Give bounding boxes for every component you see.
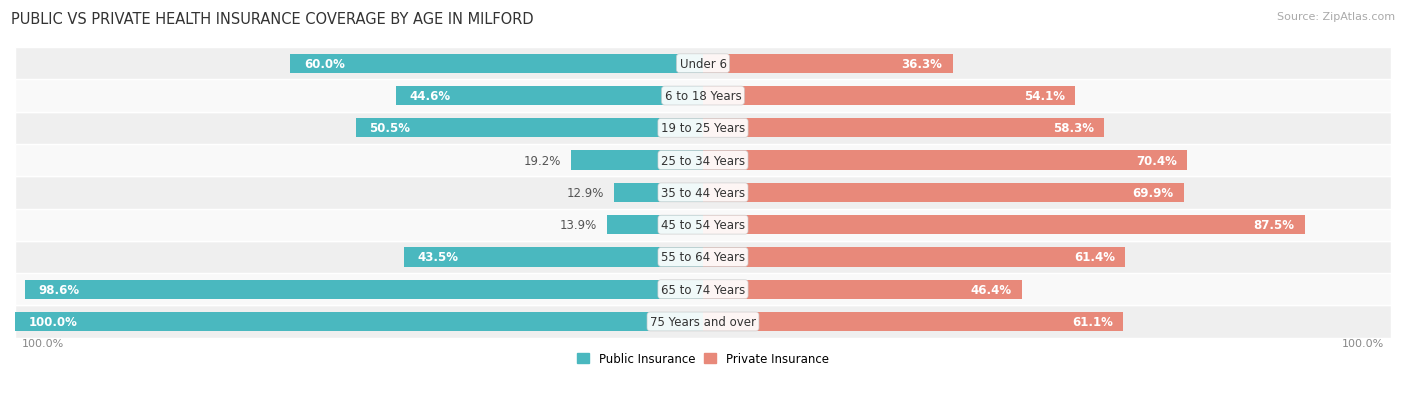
- Bar: [15, 112, 1391, 145]
- Text: 50.5%: 50.5%: [370, 122, 411, 135]
- Bar: [703, 312, 1123, 331]
- Text: 43.5%: 43.5%: [418, 251, 458, 264]
- Text: 44.6%: 44.6%: [411, 90, 451, 103]
- Text: 58.3%: 58.3%: [1053, 122, 1094, 135]
- Text: 13.9%: 13.9%: [560, 218, 598, 232]
- Text: 100.0%: 100.0%: [28, 315, 77, 328]
- Bar: [15, 145, 1391, 177]
- Bar: [703, 216, 1305, 235]
- Text: 70.4%: 70.4%: [1136, 154, 1177, 167]
- Bar: [614, 183, 703, 202]
- Text: 65 to 74 Years: 65 to 74 Years: [661, 283, 745, 296]
- Text: 61.1%: 61.1%: [1073, 315, 1114, 328]
- Text: 55 to 64 Years: 55 to 64 Years: [661, 251, 745, 264]
- Text: 98.6%: 98.6%: [38, 283, 80, 296]
- Text: 45 to 54 Years: 45 to 54 Years: [661, 218, 745, 232]
- Bar: [703, 87, 1076, 106]
- Bar: [703, 280, 1022, 299]
- Text: 100.0%: 100.0%: [1341, 338, 1384, 348]
- Bar: [15, 80, 1391, 112]
- Bar: [703, 55, 953, 74]
- Text: PUBLIC VS PRIVATE HEALTH INSURANCE COVERAGE BY AGE IN MILFORD: PUBLIC VS PRIVATE HEALTH INSURANCE COVER…: [11, 12, 534, 27]
- Bar: [290, 55, 703, 74]
- Bar: [15, 306, 1391, 338]
- Text: 46.4%: 46.4%: [970, 283, 1012, 296]
- Text: 75 Years and over: 75 Years and over: [650, 315, 756, 328]
- Text: 36.3%: 36.3%: [901, 58, 942, 71]
- Bar: [356, 119, 703, 138]
- Text: 54.1%: 54.1%: [1024, 90, 1064, 103]
- Text: 35 to 44 Years: 35 to 44 Years: [661, 186, 745, 199]
- Text: Source: ZipAtlas.com: Source: ZipAtlas.com: [1277, 12, 1395, 22]
- Legend: Public Insurance, Private Insurance: Public Insurance, Private Insurance: [572, 347, 834, 370]
- Bar: [15, 209, 1391, 241]
- Bar: [25, 280, 703, 299]
- Text: Under 6: Under 6: [679, 58, 727, 71]
- Text: 6 to 18 Years: 6 to 18 Years: [665, 90, 741, 103]
- Text: 61.4%: 61.4%: [1074, 251, 1115, 264]
- Bar: [571, 151, 703, 171]
- Bar: [607, 216, 703, 235]
- Bar: [703, 183, 1184, 202]
- Bar: [15, 48, 1391, 80]
- Bar: [15, 177, 1391, 209]
- Text: 60.0%: 60.0%: [304, 58, 344, 71]
- Text: 100.0%: 100.0%: [22, 338, 65, 348]
- Bar: [404, 248, 703, 267]
- Bar: [396, 87, 703, 106]
- Text: 69.9%: 69.9%: [1132, 186, 1174, 199]
- Text: 25 to 34 Years: 25 to 34 Years: [661, 154, 745, 167]
- Text: 87.5%: 87.5%: [1254, 218, 1295, 232]
- Bar: [703, 119, 1104, 138]
- Text: 19.2%: 19.2%: [523, 154, 561, 167]
- Bar: [15, 312, 703, 331]
- Bar: [703, 248, 1125, 267]
- Bar: [15, 273, 1391, 306]
- Text: 12.9%: 12.9%: [567, 186, 605, 199]
- Bar: [703, 151, 1187, 171]
- Text: 19 to 25 Years: 19 to 25 Years: [661, 122, 745, 135]
- Bar: [15, 241, 1391, 273]
